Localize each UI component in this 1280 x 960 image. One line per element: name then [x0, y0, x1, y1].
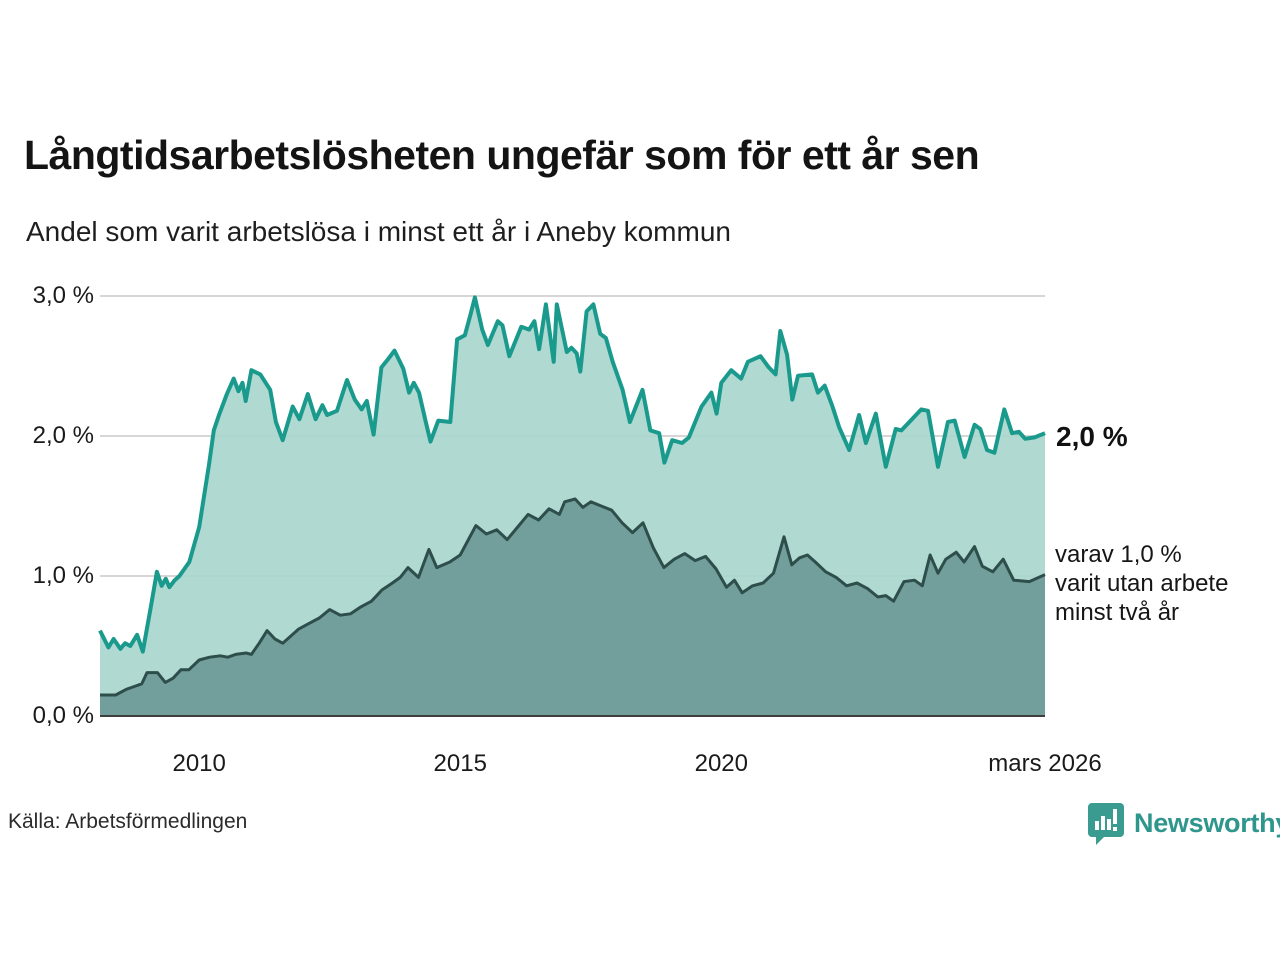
- y-tick-label: 0,0 %: [32, 702, 94, 729]
- brand-name: Newsworthy: [1134, 807, 1280, 838]
- series-two-year-line: [100, 497, 1046, 697]
- note-line-2: varit utan arbete: [1055, 570, 1229, 597]
- y-tick-label: 2,0 %: [32, 422, 94, 449]
- source-credit: Källa: Arbetsförmedlingen: [8, 810, 248, 833]
- note-line-1: varav 1,0 %: [1055, 541, 1182, 568]
- brand-logo: Newsworthy: [1086, 800, 1280, 846]
- two-year-note: varav 1,0 % varit utan arbete minst två …: [1055, 540, 1228, 627]
- newsworthy-icon: [1088, 803, 1124, 845]
- note-line-3: minst två år: [1055, 599, 1180, 626]
- y-tick-label: 1,0 %: [32, 562, 94, 589]
- x-tick-label: 2020: [694, 750, 748, 777]
- series-total-line: [98, 295, 1046, 654]
- x-tick-label: 2010: [172, 750, 226, 777]
- series-two-year-area: [100, 499, 1045, 716]
- end-value-label: 2,0 %: [1056, 421, 1128, 452]
- page-title: Långtidsarbetslösheten ungefär som för e…: [24, 132, 980, 178]
- y-tick-label: 3,0 %: [32, 282, 94, 309]
- x-tick-label: 2015: [433, 750, 487, 777]
- x-tick-label: mars 2026: [988, 750, 1102, 777]
- chart-subtitle: Andel som varit arbetslösa i minst ett å…: [26, 216, 731, 247]
